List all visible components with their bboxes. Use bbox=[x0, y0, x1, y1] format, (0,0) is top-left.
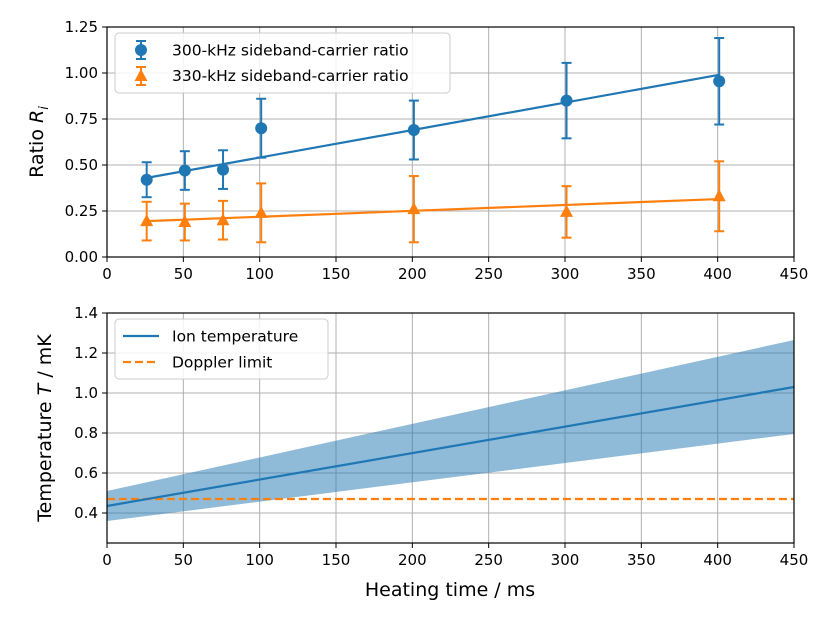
ratio-y-axis-label: Ratio Ri bbox=[26, 106, 52, 178]
ratio-x-tick-label: 200 bbox=[398, 265, 427, 283]
data-point-330khz bbox=[407, 202, 421, 215]
ion-temperature-line bbox=[106, 385, 795, 508]
data-point-330khz bbox=[712, 189, 726, 202]
data-point-300khz bbox=[178, 164, 191, 177]
data-point-300khz bbox=[217, 163, 230, 176]
temperature-x-tick-label: 150 bbox=[322, 551, 351, 569]
data-point-300khz bbox=[255, 122, 268, 135]
ratio-panel: 0 50 100 150 200 250 300 350 400 450 0.00 0.25 0.50 0… bbox=[26, 18, 808, 283]
temperature-x-tick-label: 350 bbox=[627, 551, 656, 569]
ratio-x-tick-label: 300 bbox=[551, 265, 580, 283]
x-axis-label: Heating time / ms bbox=[365, 579, 535, 601]
data-point-330khz bbox=[560, 204, 574, 217]
ratio-x-tick-label: 0 bbox=[102, 265, 112, 283]
ratio-y-tick-label: 0.25 bbox=[65, 202, 98, 220]
ratio-y-tick-label: 1.25 bbox=[65, 18, 98, 36]
temperature-x-tick-label: 300 bbox=[551, 551, 580, 569]
temperature-x-tick-label: 450 bbox=[780, 551, 809, 569]
ratio-legend: 300-kHz sideband-carrier ratio 330-kHz s… bbox=[114, 32, 451, 94]
temperature-y-axis-label: Temperature T / mK bbox=[34, 334, 56, 523]
legend-label-300khz: 300-kHz sideband-carrier ratio bbox=[172, 42, 409, 60]
temperature-x-tick-label: 100 bbox=[245, 551, 274, 569]
ratio-x-tick-label: 150 bbox=[322, 265, 351, 283]
temperature-legend: Ion temperature Doppler limit bbox=[114, 318, 329, 380]
legend-marker-330khz bbox=[134, 66, 148, 86]
data-point-300khz bbox=[713, 75, 726, 88]
ratio-x-tick-label: 250 bbox=[474, 265, 503, 283]
data-point-330khz bbox=[216, 213, 230, 226]
fit-line-330khz bbox=[146, 197, 720, 223]
temperature-legend-frame bbox=[114, 318, 329, 380]
legend-label-330khz: 330-kHz sideband-carrier ratio bbox=[172, 67, 409, 85]
ratio-x-tick-label: 50 bbox=[174, 265, 193, 283]
temperature-axes-frame bbox=[106, 312, 795, 544]
data-point-330khz bbox=[140, 214, 154, 227]
ratio-y-tick-label: 1.00 bbox=[65, 64, 98, 82]
ratio-x-tick-label: 100 bbox=[245, 265, 274, 283]
temperature-x-tick-label: 250 bbox=[474, 551, 503, 569]
ratio-x-tick-label: 450 bbox=[780, 265, 809, 283]
ratio-ticks: 0 50 100 150 200 250 300 350 400 450 0.00 0.25 0.50 0… bbox=[65, 18, 809, 283]
temperature-y-tick-label: 0.8 bbox=[74, 424, 98, 442]
ratio-y-tick-label: 0.00 bbox=[65, 248, 98, 266]
fit-line-300khz bbox=[146, 73, 720, 179]
ratio-y-tick-label: 0.75 bbox=[65, 110, 98, 128]
ratio-data bbox=[140, 37, 726, 244]
temperature-y-tick-label: 0.6 bbox=[74, 464, 98, 482]
temperature-data bbox=[106, 340, 795, 521]
temperature-panel: 0 50 100 150 200 250 300 350 400 450 0.4 0.6 0.8 1.0 1… bbox=[34, 304, 808, 601]
temperature-y-tick-label: 1.2 bbox=[74, 344, 98, 362]
temperature-y-tick-label: 1.4 bbox=[74, 304, 98, 322]
temperature-x-tick-label: 0 bbox=[102, 551, 112, 569]
temperature-y-tick-label: 0.4 bbox=[74, 504, 98, 522]
data-point-330khz bbox=[254, 205, 268, 218]
data-point-300khz bbox=[560, 94, 573, 107]
ratio-legend-frame bbox=[114, 32, 451, 94]
ratio-y-tick-label: 0.50 bbox=[65, 156, 98, 174]
ratio-axes-frame bbox=[106, 26, 795, 258]
temperature-x-tick-label: 200 bbox=[398, 551, 427, 569]
data-point-330khz bbox=[178, 215, 192, 228]
legend-label-ion-temperature: Ion temperature bbox=[172, 328, 298, 346]
ratio-x-tick-label: 350 bbox=[627, 265, 656, 283]
temperature-ticks: 0 50 100 150 200 250 300 350 400 450 0.4 0.6 0.8 1.0 1… bbox=[74, 304, 808, 569]
legend-marker-300khz bbox=[135, 40, 147, 60]
ratio-x-tick-label: 400 bbox=[703, 265, 732, 283]
temperature-x-tick-label: 400 bbox=[703, 551, 732, 569]
data-point-300khz bbox=[407, 124, 420, 137]
temperature-x-tick-label: 50 bbox=[174, 551, 193, 569]
data-point-300khz bbox=[140, 173, 153, 186]
temperature-y-tick-label: 1.0 bbox=[74, 384, 98, 402]
legend-label-doppler-limit: Doppler limit bbox=[172, 354, 272, 372]
